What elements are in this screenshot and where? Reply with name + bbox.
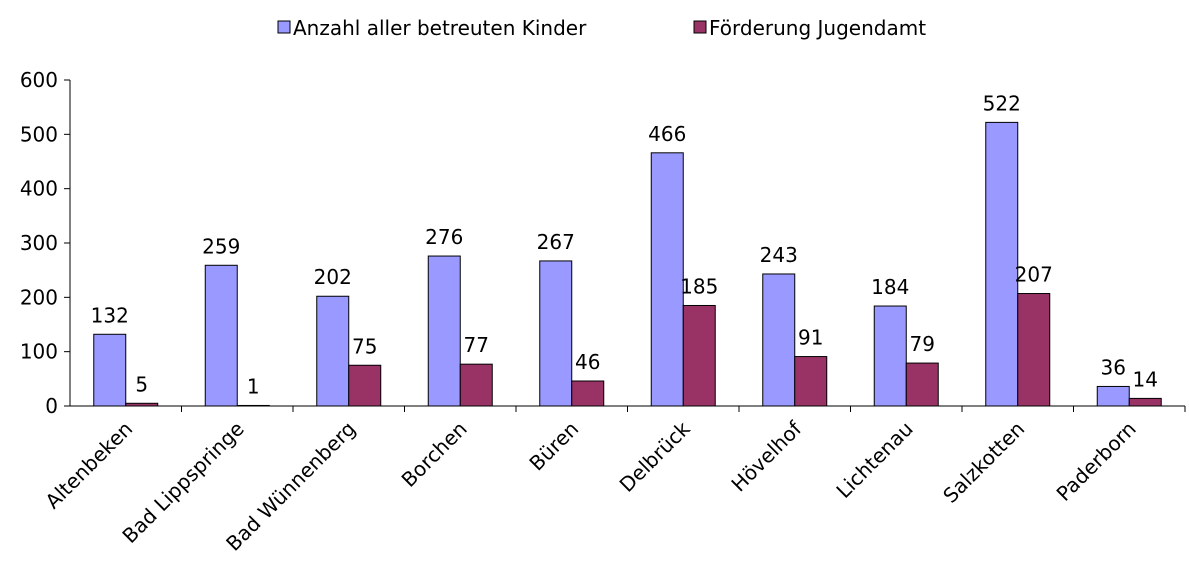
- value-label: 79: [910, 332, 935, 356]
- bar: [873, 305, 907, 407]
- bar: [427, 255, 461, 407]
- bar: [682, 304, 716, 407]
- value-label: 184: [871, 275, 909, 299]
- bar: [1128, 397, 1162, 407]
- bar: [93, 333, 127, 407]
- value-label: 267: [537, 230, 575, 254]
- bar: [905, 362, 939, 407]
- value-label: 46: [575, 350, 600, 374]
- x-tick-label: Büren: [524, 417, 583, 476]
- value-label: 77: [464, 333, 489, 357]
- y-tick-label: 400: [20, 177, 58, 201]
- value-label: 5: [135, 372, 148, 396]
- bar: [236, 404, 270, 407]
- y-tick-label: 200: [20, 285, 58, 309]
- legend-swatch: [693, 20, 707, 34]
- bar: [794, 356, 828, 407]
- y-tick-label: 600: [20, 68, 58, 92]
- y-tick-label: 100: [20, 340, 58, 364]
- bar: [1096, 385, 1130, 407]
- legend-swatch: [277, 20, 291, 34]
- bar: [348, 364, 382, 407]
- value-label: 207: [1015, 263, 1053, 287]
- value-label: 36: [1101, 355, 1126, 379]
- bar: [459, 363, 493, 407]
- x-tick-label: Hövelhof: [726, 416, 807, 497]
- value-label: 243: [760, 243, 798, 267]
- value-label: 75: [352, 334, 377, 358]
- x-tick-label: Borchen: [397, 417, 472, 492]
- bar: [539, 260, 573, 407]
- y-tick-label: 300: [20, 231, 58, 255]
- bar: [316, 295, 350, 407]
- value-label: 259: [202, 234, 240, 258]
- value-label: 1: [247, 374, 260, 398]
- value-label: 276: [425, 225, 463, 249]
- bar: [762, 273, 796, 407]
- x-tick-label: Delbrück: [615, 416, 696, 497]
- x-tick-label: Altenbeken: [40, 417, 137, 514]
- bar: [650, 152, 684, 407]
- value-label: 185: [680, 274, 718, 298]
- y-tick-label: 500: [20, 122, 58, 146]
- value-label: 14: [1133, 367, 1158, 391]
- legend-label: Förderung Jugendamt: [709, 16, 926, 40]
- value-label: 466: [648, 122, 686, 146]
- x-tick-label: Lichtenau: [831, 417, 917, 503]
- x-tick-label: Bad Lippspringe: [117, 417, 248, 548]
- value-label: 91: [798, 326, 823, 350]
- bar: [571, 380, 605, 407]
- bar: [204, 264, 238, 407]
- bar: [125, 402, 159, 407]
- value-label: 522: [983, 91, 1021, 115]
- bar: [985, 121, 1019, 407]
- x-tick-label: Paderborn: [1052, 417, 1141, 506]
- value-label: 202: [314, 265, 352, 289]
- legend-label: Anzahl aller betreuten Kinder: [293, 16, 587, 40]
- bar: [1017, 293, 1051, 407]
- y-tick-label: 0: [45, 394, 58, 418]
- value-label: 132: [91, 303, 129, 327]
- x-tick-label: Salzkotten: [938, 417, 1029, 508]
